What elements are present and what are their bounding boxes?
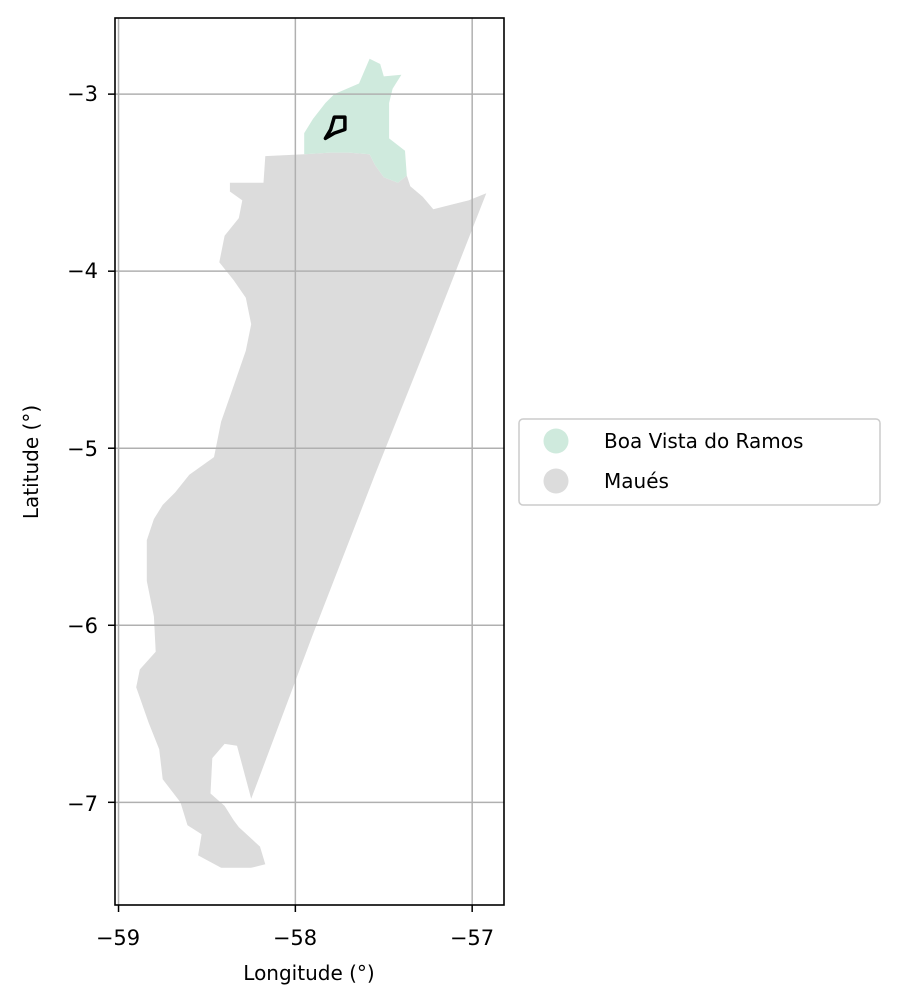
plot-frame [114,17,505,906]
regions-layer [136,58,487,868]
x-tick-label-1: −59 [96,926,140,950]
legend: Boa Vista do Ramos Maués [518,418,881,506]
x-axis-label: Longitude (°) [243,961,374,985]
legend-box [518,418,881,506]
x-tick-label-3: −57 [450,926,494,950]
y-tick-label-1: −3 [67,82,98,106]
ticks-layer [108,93,473,912]
legend-label-maues: Maués [604,469,669,493]
y-tick-label-5: −7 [67,792,98,816]
y-tick-label-3: −5 [67,437,98,461]
grid-layer [115,18,504,905]
region-boa-vista-do-ramos [304,58,407,183]
legend-marker-boa-vista-do-ramos [543,428,569,454]
y-tick-label-4: −6 [67,614,98,638]
y-tick-label-2: −4 [67,259,98,283]
legend-label-boa-vista-do-ramos: Boa Vista do Ramos [604,429,803,453]
legend-marker-maues [543,468,569,494]
highlight-outline [323,115,347,141]
region-maues [136,152,487,868]
outline-layer [323,115,347,141]
y-axis-label: Latitude (°) [19,405,43,519]
x-tick-label-2: −58 [273,926,317,950]
